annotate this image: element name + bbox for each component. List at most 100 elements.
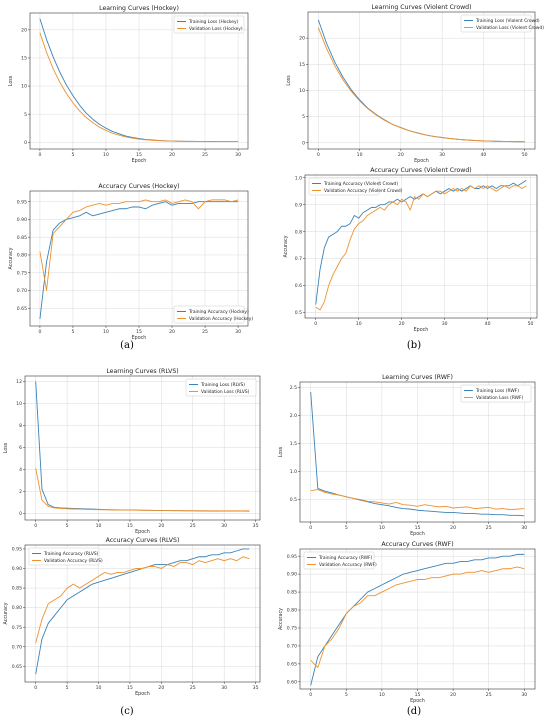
y-tick-label: 0.90 xyxy=(17,217,27,223)
y-tick-label: 0.75 xyxy=(17,270,27,276)
y-tick-label: 10 xyxy=(299,88,305,94)
y-axis-label: Loss xyxy=(3,442,9,453)
y-tick-label: 0.80 xyxy=(17,253,27,259)
series-line-validation xyxy=(310,566,525,668)
chart-3: 0 10 20 30 40 50 0 5 10 15 20 Learning Curves (Viol… xyxy=(286,4,544,164)
x-tick-label: 30 xyxy=(442,321,448,327)
chart-title: Learning Curves (RWF) xyxy=(382,374,453,381)
series-line-validation xyxy=(315,185,527,311)
chart-5: 0 5 10 15 20 25 30 35 0 2 4 6 8 10 12 Learning Curves (… xyxy=(3,368,261,535)
series-line-training xyxy=(315,180,527,305)
x-tick-label: 5 xyxy=(71,152,74,158)
y-tick-label: 0.65 xyxy=(287,661,297,667)
x-tick-label: 15 xyxy=(127,685,133,691)
legend: Training Loss (RLVS)Validation Loss (RLV… xyxy=(185,378,257,397)
x-tick-label: 40 xyxy=(480,152,486,158)
legend-entry: Training Accuracy (RWF) xyxy=(318,555,373,561)
panel-label: (b) xyxy=(407,340,421,351)
y-tick-label: 1.0 xyxy=(295,175,302,181)
chart-title: Learning Curves (RLVS) xyxy=(106,368,178,375)
legend-entry: Validation Accuracy (RLVS) xyxy=(44,558,103,564)
x-tick-label: 20 xyxy=(169,329,175,335)
x-tick-label: 0 xyxy=(34,523,37,529)
plot-frame xyxy=(29,12,249,150)
y-axis-label: Accuracy xyxy=(8,247,14,269)
legend-entry: Training Loss (RLVS) xyxy=(200,382,245,388)
legend-entry: Training Loss (Violent Crowd) xyxy=(475,18,540,24)
x-tick-label: 10 xyxy=(103,329,109,335)
y-tick-label: 0.75 xyxy=(12,625,22,631)
y-tick-label: 0.7 xyxy=(295,256,302,262)
legend: Training Accuracy (RLVS)Validation Accur… xyxy=(28,547,103,566)
y-tick-label: 2 xyxy=(19,489,22,495)
y-axis-label: Accuracy xyxy=(278,608,284,630)
legend-entry: Validation Loss (RWF) xyxy=(476,395,524,401)
legend-entry: Validation Accuracy (Hockey) xyxy=(189,316,253,322)
x-tick-label: 20 xyxy=(450,525,456,531)
y-tick-label: 1.5 xyxy=(290,441,297,447)
legend-entry: Training Accuracy (RLVS) xyxy=(43,551,99,557)
x-axis-label: Epoch xyxy=(132,158,147,164)
plot-frame xyxy=(299,548,536,690)
y-tick-label: 0.70 xyxy=(12,644,22,650)
panel-label: (a) xyxy=(120,340,134,351)
x-tick-label: 20 xyxy=(399,321,405,327)
x-tick-label: 25 xyxy=(486,692,492,698)
x-tick-label: 5 xyxy=(66,685,69,691)
y-tick-label: 0.80 xyxy=(287,608,297,614)
x-tick-label: 30 xyxy=(521,525,527,531)
x-axis-label: Epoch xyxy=(135,529,150,535)
y-tick-label: 0.95 xyxy=(287,554,297,560)
chart-2: 0 5 10 15 20 25 30 0.65 0.70 0.75 0.80 0.85 0.90 0.95… xyxy=(8,183,253,341)
chart-4: 0 10 20 30 40 50 0.5 0.6 0.7 0.8 0.9 1.0 Accuracy Cu… xyxy=(283,167,538,333)
x-axis-label: Epoch xyxy=(414,158,429,164)
x-tick-label: 5 xyxy=(345,525,348,531)
x-tick-label: 20 xyxy=(169,152,175,158)
y-tick-label: 0.70 xyxy=(17,288,27,294)
x-tick-label: 15 xyxy=(136,329,142,335)
y-tick-label: 12 xyxy=(16,379,22,385)
series-line-validation xyxy=(317,27,525,143)
legend-box xyxy=(460,14,532,33)
legend-entry: Training Loss (Hockey) xyxy=(188,19,239,25)
x-tick-label: 30 xyxy=(439,152,445,158)
x-tick-label: 25 xyxy=(190,685,196,691)
y-tick-label: 0.85 xyxy=(17,235,27,241)
y-tick-label: 0 xyxy=(302,140,305,146)
y-tick-label: 20 xyxy=(21,27,27,33)
x-tick-label: 10 xyxy=(103,152,109,158)
x-tick-label: 20 xyxy=(158,523,164,529)
plot-area xyxy=(25,376,260,520)
y-tick-label: 0 xyxy=(24,140,27,146)
y-tick-label: 0.90 xyxy=(12,566,22,572)
y-tick-label: 0.90 xyxy=(287,572,297,578)
legend-entry: Validation Loss (Violent Crowd) xyxy=(476,25,544,31)
y-axis-label: Loss xyxy=(278,446,284,457)
y-tick-label: 0.85 xyxy=(12,586,22,592)
legend-entry: Validation Accuracy (RWF) xyxy=(319,562,377,568)
y-tick-label: 5 xyxy=(24,112,27,118)
x-tick-label: 0 xyxy=(34,685,37,691)
plot-area xyxy=(25,545,260,682)
legend-entry: Training Accuracy (Hockey) xyxy=(188,309,249,315)
x-tick-label: 50 xyxy=(528,321,534,327)
chart-title: Accuracy Curves (Violent Crowd) xyxy=(370,167,471,174)
x-axis-label: Epoch xyxy=(410,531,425,537)
y-tick-label: 0.70 xyxy=(287,644,297,650)
x-tick-label: 0 xyxy=(309,525,312,531)
y-tick-label: 0.95 xyxy=(17,199,27,205)
x-tick-label: 10 xyxy=(356,321,362,327)
legend-entry: Validation Accuracy (Violent Crowd) xyxy=(324,188,403,194)
x-axis-label: Epoch xyxy=(410,698,425,704)
plot-area xyxy=(305,175,537,318)
plot-frame xyxy=(29,190,249,327)
x-tick-label: 0 xyxy=(314,321,317,327)
x-tick-label: 10 xyxy=(357,152,363,158)
y-tick-label: 4 xyxy=(19,467,22,473)
chart-7: 0 5 10 15 20 25 30 0.5 1.0 1.5 2.0 2.5 Learning Curv… xyxy=(278,374,536,537)
x-tick-label: 25 xyxy=(190,523,196,529)
x-tick-label: 0 xyxy=(38,329,41,335)
x-tick-label: 30 xyxy=(221,523,227,529)
chart-title: Learning Curves (Violent Crowd) xyxy=(371,4,471,11)
x-tick-label: 10 xyxy=(96,685,102,691)
